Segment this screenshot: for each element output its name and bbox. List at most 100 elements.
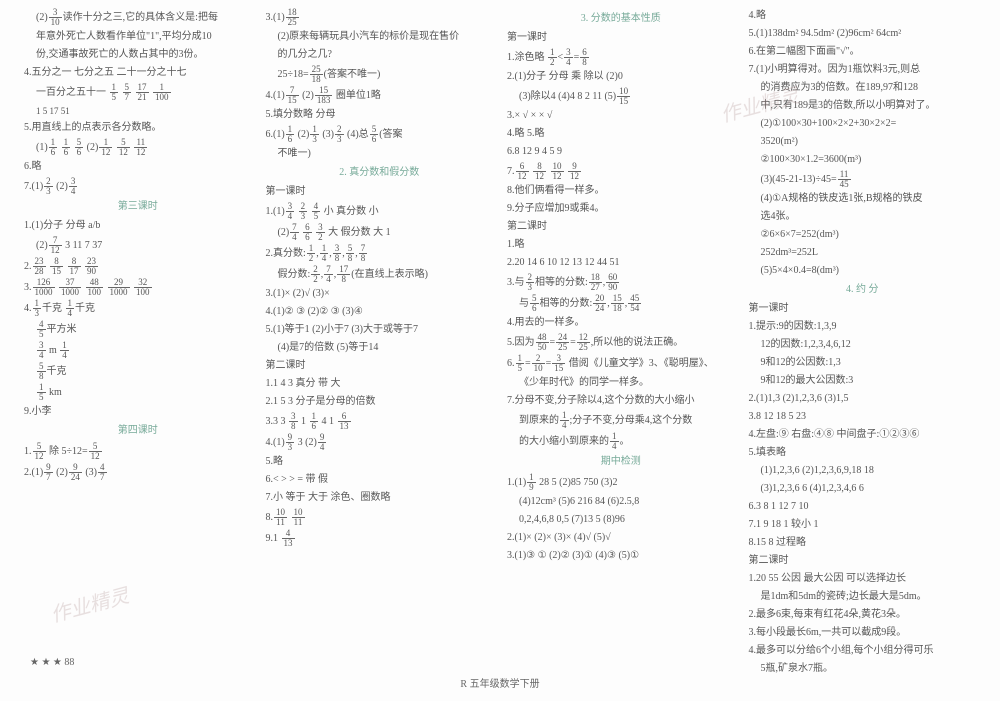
text-line: 4.最多可以分给6个小组,每个小组分得可乐 <box>749 643 977 659</box>
text-line: 8.1011 1011 <box>266 508 494 527</box>
text-line: 3.8 12 18 5 23 <box>749 409 977 425</box>
text-line: 4.五分之一 七分之五 二十一分之十七 <box>24 65 252 81</box>
text-line: (3)1,2,3,6 6 (4)1,2,3,4,6 6 <box>749 481 977 497</box>
text-line: 2.(1)× (2)× (3)× (4)√ (5)√ <box>507 530 735 546</box>
text-line: 9.1 413 <box>266 529 494 548</box>
text-line: 5瓶,矿泉水7瓶。 <box>749 661 977 677</box>
text-line: (1)16 16 56 (2)112 512 1112 <box>24 138 252 157</box>
text-line: 5.略 <box>266 454 494 470</box>
text-line: 1.1 4 3 真分 带 大 <box>266 376 494 392</box>
text-line: 6.(1)16 (2)13 (3)23 (4)总56(答案 <box>266 125 494 144</box>
text-line: 1.(1)34 23 45 小 真分数 小 <box>266 202 494 221</box>
text-line: 第一课时 <box>266 184 494 200</box>
text-line: ②100×30×1.2=3600(m³) <box>749 152 977 168</box>
text-line: 45平方米 <box>24 320 252 339</box>
text-line: 4.略 5.略 <box>507 126 735 142</box>
text-line: 1.512 除 5÷12=512 <box>24 442 252 461</box>
text-line: 假分数:22,74,178(在直线上表示略) <box>266 265 494 284</box>
text-line: 2.2328 815 817 2390 <box>24 257 252 276</box>
text-line: 第二课时 <box>507 219 735 235</box>
text-line: 不唯一) <box>266 146 494 162</box>
text-line: 6.15=210=315 借阅《儿童文学》3、《聪明屋》、 <box>507 354 735 373</box>
text-line: (4)是7的倍数 (5)等于14 <box>266 340 494 356</box>
text-line: 4.(1)② ③ (2)② ③ (3)④ <box>266 304 494 320</box>
text-line: 4.用去的一样多。 <box>507 315 735 331</box>
text-line: 3. 分数的基本性质 <box>507 11 735 27</box>
column-3: 3. 分数的基本性质第一课时 1.涂色略 12<34=68 2.(1)分子 分母 乘… <box>503 8 739 679</box>
text-line: 1 5 17 51 <box>24 104 252 118</box>
text-line: 2.最多6束,每束有红花4朵,黄花3朵。 <box>749 607 977 623</box>
text-line: 《少年时代》的同学一样多。 <box>507 375 735 391</box>
text-line: 6.在第二幅图下面画"√"。 <box>749 44 977 60</box>
text-line: 份,交通事故死亡的人数占其中的3份。 <box>24 47 252 63</box>
text-line: (2)①100×30+100×2×2+30×2×2= <box>749 116 977 132</box>
text-line: 1.略 <box>507 237 735 253</box>
text-line: 期中检测 <box>507 454 735 470</box>
text-line: (2)74 66 32 大 假分数 大 1 <box>266 223 494 242</box>
text-line: (2)原来每辆玩具小汽车的标价是现在售价 <box>266 29 494 45</box>
text-line: 第一课时 <box>507 30 735 46</box>
text-line: 7.分母不变,分子除以4,这个分数的大小缩小 <box>507 393 735 409</box>
text-line: (3)除以4 (4)4 8 2 11 (5)1015 <box>507 87 735 106</box>
text-line: 4.(1)93 3 (2)94 <box>266 433 494 452</box>
text-line: 5.填分数略 分母 <box>266 107 494 123</box>
text-line: 1.20 55 公因 最大公因 可以选择边长 <box>749 571 977 587</box>
text-line: 4.略 <box>749 8 977 24</box>
text-line: 5.因为4850=2425=1225,所以他的说法正确。 <box>507 333 735 352</box>
text-line: 15 km <box>24 383 252 402</box>
text-line: 3.每小段最长6m,一共可以截成9段。 <box>749 625 977 641</box>
text-line: 1.(1)分子 分母 a/b <box>24 218 252 234</box>
text-line: 2.真分数:12,14,38,58,78 <box>266 244 494 263</box>
text-line: 0,2,4,6,8 0,5 (7)13 5 (8)96 <box>507 512 735 528</box>
text-line: 一百分之五十一 15 57 1721 1100 <box>24 83 252 102</box>
text-line: 3.(1)1825 <box>266 8 494 27</box>
text-line: ②6×6×7=252(dm³) <box>749 227 977 243</box>
text-line: 3520(m²) <box>749 134 977 150</box>
text-line: 9.小李 <box>24 404 252 420</box>
text-line: 3.3 3 38 1 16 4 1 613 <box>266 412 494 431</box>
text-line: 6.3 8 1 12 7 10 <box>749 499 977 515</box>
text-line: 与56相等的分数:2024,1518,4554 <box>507 294 735 313</box>
text-line: 第三课时 <box>24 199 252 215</box>
text-line: 8.他们俩看得一样多。 <box>507 183 735 199</box>
text-line: 年意外死亡人数看作单位"1",平均分成10 <box>24 29 252 45</box>
text-line: (2)712 3 11 7 37 <box>24 236 252 255</box>
text-line: (1)1,2,3,6 (2)1,2,3,6,9,18 18 <box>749 463 977 479</box>
text-line: 到原来的14;分子不变,分母乘4,这个分数 <box>507 411 735 430</box>
text-line: 7.小 等于 大于 涂色、圈数略 <box>266 490 494 506</box>
text-line: 1.涂色略 12<34=68 <box>507 48 735 67</box>
text-line: 3.与23相等的分数:1827,6090 <box>507 273 735 292</box>
text-line: 2.(1)分子 分母 乘 除以 (2)0 <box>507 69 735 85</box>
text-line: (3)(45-21-13)÷45=1145 <box>749 170 977 189</box>
text-line: 5.(1)138dm² 94.5dm² (2)96cm² 64cm² <box>749 26 977 42</box>
text-line: 6.< > > = 带 假 <box>266 472 494 488</box>
text-line: (2)310读作十分之三,它的具体含义是:把每 <box>24 8 252 27</box>
text-line: 6.略 <box>24 159 252 175</box>
text-line: 3.(1)× (2)√ (3)× <box>266 286 494 302</box>
text-line: 5.填表略 <box>749 445 977 461</box>
text-line: 2.(1)1,3 (2)1,2,3,6 (3)1,5 <box>749 391 977 407</box>
text-line: 第二课时 <box>266 358 494 374</box>
text-line: 6.8 12 9 4 5 9 <box>507 144 735 160</box>
page-footer: R 五年级数学下册 <box>0 677 1000 693</box>
text-line: 是1dm和5dm的瓷砖;边长最大是5dm。 <box>749 589 977 605</box>
text-line: 5.(1)等于1 (2)小于7 (3)大于或等于7 <box>266 322 494 338</box>
text-line: 4. 约 分 <box>749 282 977 298</box>
text-line: 34 m 14 <box>24 341 252 360</box>
text-line: 25÷18=2518(答案不唯一) <box>266 65 494 84</box>
page-content: (2)310读作十分之三,它的具体含义是:把每年意外死亡人数看作单位"1",平均… <box>0 0 1000 681</box>
text-line: 1.提示:9的因数:1,3,9 <box>749 319 977 335</box>
column-2: 3.(1)1825(2)原来每辆玩具小汽车的标价是现在售价的几分之几?25÷18… <box>262 8 498 679</box>
text-line: (5)5×4×0.4=8(dm³) <box>749 263 977 279</box>
text-line: 7.(1)23 (2)34 <box>24 177 252 196</box>
text-line: 7.1 9 18 1 较小 1 <box>749 517 977 533</box>
text-line: (4)①A规格的铁皮选1张,B规格的铁皮 <box>749 191 977 207</box>
text-line: 2.20 14 6 10 12 13 12 44 51 <box>507 255 735 271</box>
text-line: 的大小缩小到原来的14。 <box>507 432 735 451</box>
text-line: 3.× √ × × √ <box>507 108 735 124</box>
text-line: 7.612 812 1012 912 <box>507 162 735 181</box>
text-line: 9.分子应增加9或乘4。 <box>507 201 735 217</box>
text-line: 9和12的最大公因数:3 <box>749 373 977 389</box>
page-number: ★ ★ ★ 88 <box>30 655 74 671</box>
text-line: 4.左盘:⑨ 右盘:④⑧ 中间盘子:①②③⑥ <box>749 427 977 443</box>
